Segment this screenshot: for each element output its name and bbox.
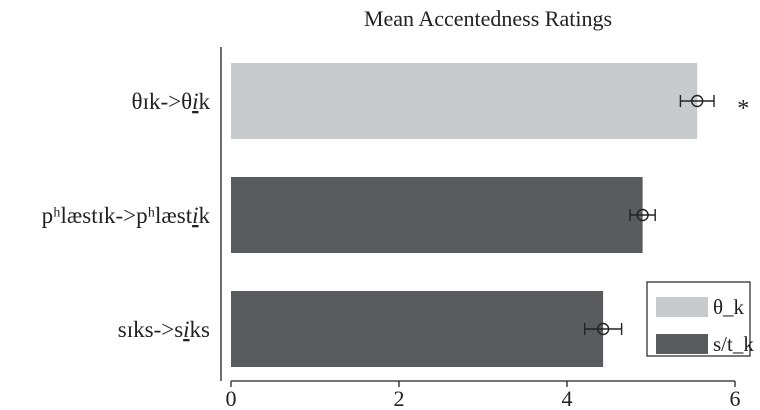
bar-3 (231, 291, 604, 367)
error-bars (583, 94, 715, 336)
category-label-3: sɪks->siks (118, 317, 210, 342)
legend-swatch-1 (656, 297, 708, 317)
x-axis-ticks: 0 2 4 6 (226, 381, 741, 410)
x-tick-label-2: 4 (562, 386, 573, 410)
significance-markers: * (737, 96, 749, 122)
mean-point-1 (691, 94, 704, 108)
category-label-2: pʰlæstɪk->pʰlæstik (42, 203, 211, 228)
legend-label-1: θ_k (713, 295, 745, 319)
bar-1 (231, 63, 698, 139)
mean-point-2 (636, 208, 649, 222)
x-tick-label-1: 2 (394, 386, 405, 410)
legend-swatch-2 (656, 334, 708, 354)
legend-label-2: s/t_k (713, 332, 754, 356)
error-bar-1 (679, 94, 715, 108)
x-tick-label-3: 6 (730, 386, 741, 410)
legend: θ_k s/t_k (646, 281, 754, 357)
category-label-1: θɪk->θik (132, 89, 211, 114)
error-bar-2 (629, 208, 656, 222)
category-labels: θɪk->θik pʰlæstɪk->pʰlæstik sɪks->siks (42, 89, 211, 342)
significance-star-1: * (737, 96, 749, 122)
chart-title: Mean Accentedness Ratings (364, 6, 612, 31)
bars (231, 63, 698, 367)
bar-2 (231, 177, 643, 253)
error-bar-3 (583, 322, 623, 336)
x-tick-label-0: 0 (226, 386, 237, 410)
mean-point-3 (596, 322, 610, 336)
